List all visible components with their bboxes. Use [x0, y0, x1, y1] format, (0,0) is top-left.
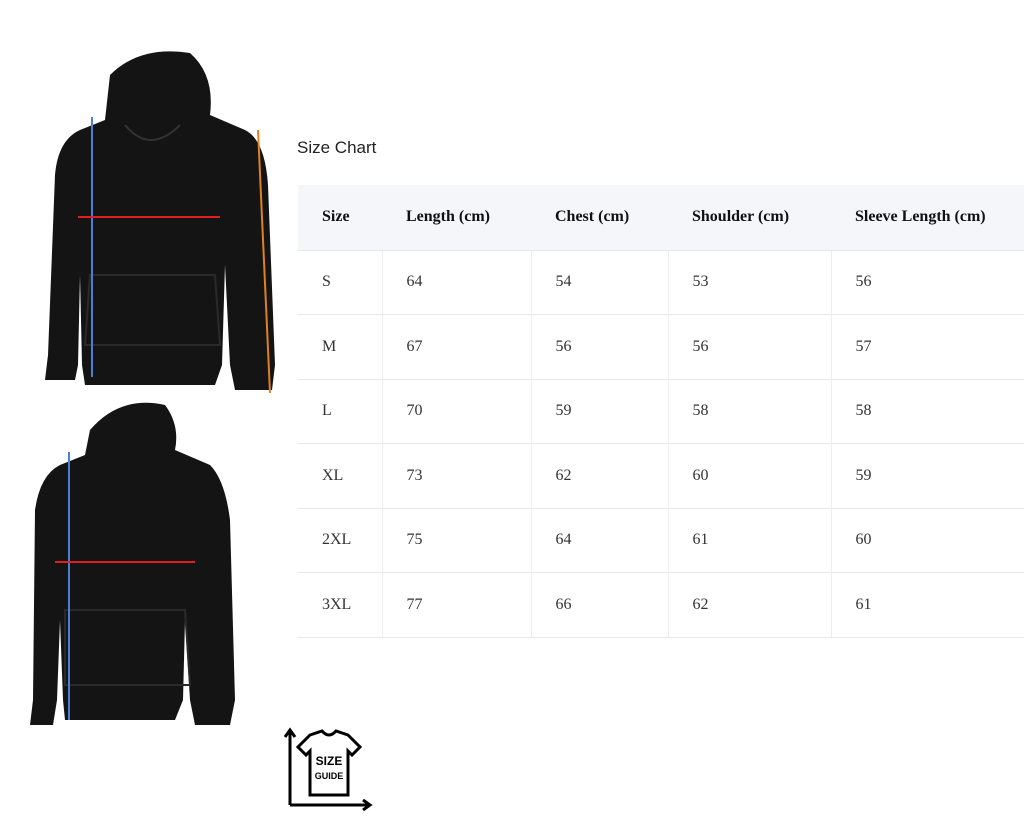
table-cell: 60 [830, 507, 1024, 573]
page-title: Size Chart [297, 138, 377, 157]
table-cell: 3XL [298, 572, 382, 638]
hoodie-front-image [45, 51, 275, 394]
table-cell: 64 [530, 507, 668, 573]
table-cell: 75 [381, 507, 531, 573]
table-cell: 62 [530, 443, 668, 508]
sleeve-arrow [257, 129, 271, 394]
hoodie-angled-image [30, 402, 235, 725]
table-row: 2XL 75 64 61 60 [298, 507, 1024, 573]
svg-text:GUIDE: GUIDE [315, 771, 344, 781]
table-cell: 77 [381, 572, 531, 638]
table-cell: 67 [381, 314, 531, 379]
table-row: 3XL 77 66 62 61 [298, 572, 1024, 638]
table-cell: M [298, 314, 382, 379]
header-size: Size [298, 185, 382, 250]
table-cell: 59 [530, 378, 668, 444]
table-cell: L [298, 378, 382, 444]
table-cell: 60 [667, 443, 831, 508]
table-row: XL 73 62 60 59 [298, 443, 1024, 508]
table-cell: XL [298, 443, 382, 508]
size-table: Size Length (cm) Chest (cm) Shoulder (cm… [298, 185, 1024, 638]
table-row: M 67 56 56 57 [298, 314, 1024, 379]
table-cell: 64 [381, 249, 531, 315]
table-row: S 64 54 53 56 [298, 249, 1024, 315]
table-cell: 73 [381, 443, 531, 508]
table-cell: 58 [667, 378, 831, 444]
svg-text:SIZE: SIZE [316, 754, 343, 768]
table-cell: S [298, 249, 382, 315]
table-cell: 53 [667, 249, 831, 315]
table-cell: 62 [667, 572, 831, 638]
table-cell: 54 [530, 249, 668, 315]
table-cell: 2XL [298, 507, 382, 573]
table-cell: 61 [667, 507, 831, 573]
table-row: L 70 59 58 58 [298, 378, 1024, 444]
table-cell: 59 [830, 443, 1024, 508]
table-header-row: Size Length (cm) Chest (cm) Shoulder (cm… [298, 185, 1024, 250]
table-cell: 61 [830, 572, 1024, 638]
table-cell: 56 [667, 314, 831, 379]
header-length: Length (cm) [382, 185, 531, 250]
table-cell: 56 [530, 314, 668, 379]
header-shoulder: Shoulder (cm) [668, 185, 831, 250]
table-cell: 58 [830, 378, 1024, 444]
table-cell: 66 [530, 572, 668, 638]
header-sleeve: Sleeve Length (cm) [831, 185, 1024, 250]
header-chest: Chest (cm) [531, 185, 668, 250]
table-cell: 56 [830, 249, 1024, 315]
table-cell: 70 [381, 378, 531, 444]
table-cell: 57 [830, 314, 1024, 379]
size-guide-logo: SIZE GUIDE [283, 727, 373, 812]
